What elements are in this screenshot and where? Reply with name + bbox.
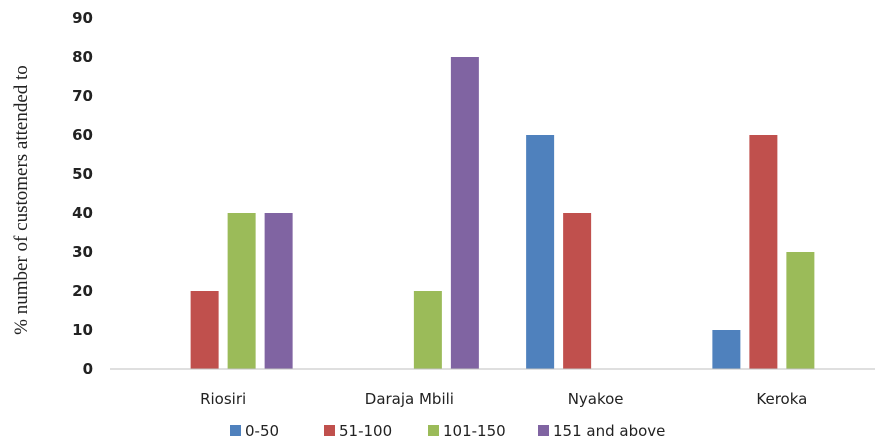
bar-nyakoe-series-1 [563, 213, 592, 369]
legend-swatch [324, 425, 335, 436]
legend-label: 101-150 [443, 422, 506, 440]
category-label: Nyakoe [568, 390, 624, 408]
y-tick-label: 50 [72, 165, 93, 183]
y-tick-label: 10 [72, 321, 93, 339]
bar-keroka-series-0 [712, 330, 741, 369]
legend-swatch [538, 425, 549, 436]
bar-daraja-mbili-series-2 [413, 291, 442, 369]
y-tick-label: 90 [72, 9, 93, 27]
y-tick-label: 60 [72, 126, 93, 144]
y-tick-label: 0 [83, 360, 93, 378]
bar-keroka-series-2 [786, 252, 815, 369]
legend: 0-50 51-100 101-150 151 and above [230, 422, 665, 440]
bar-daraja-mbili-series-3 [450, 57, 479, 369]
y-axis-ticks: 0 10 20 30 40 50 60 70 80 90 [72, 9, 93, 378]
y-axis-label: % number of customers attended to [11, 65, 32, 335]
y-tick-label: 30 [72, 243, 93, 261]
legend-label: 151 and above [553, 422, 665, 440]
category-label: Keroka [756, 390, 807, 408]
y-tick-label: 80 [72, 48, 93, 66]
y-tick-label: 70 [72, 87, 93, 105]
category-label: Daraja Mbili [365, 390, 454, 408]
bar-riosiri-series-2 [227, 213, 256, 369]
bars [190, 57, 815, 369]
legend-swatch [428, 425, 439, 436]
category-label: Riosiri [200, 390, 246, 408]
legend-swatch [230, 425, 241, 436]
bar-keroka-series-1 [749, 135, 778, 369]
bar-nyakoe-series-0 [526, 135, 555, 369]
bar-riosiri-series-1 [190, 291, 219, 369]
legend-label: 0-50 [245, 422, 279, 440]
y-tick-label: 20 [72, 282, 93, 300]
legend-label: 51-100 [339, 422, 392, 440]
bar-riosiri-series-3 [264, 213, 293, 369]
category-labels: Riosiri Daraja Mbili Nyakoe Keroka [200, 390, 807, 408]
y-tick-label: 40 [72, 204, 93, 222]
